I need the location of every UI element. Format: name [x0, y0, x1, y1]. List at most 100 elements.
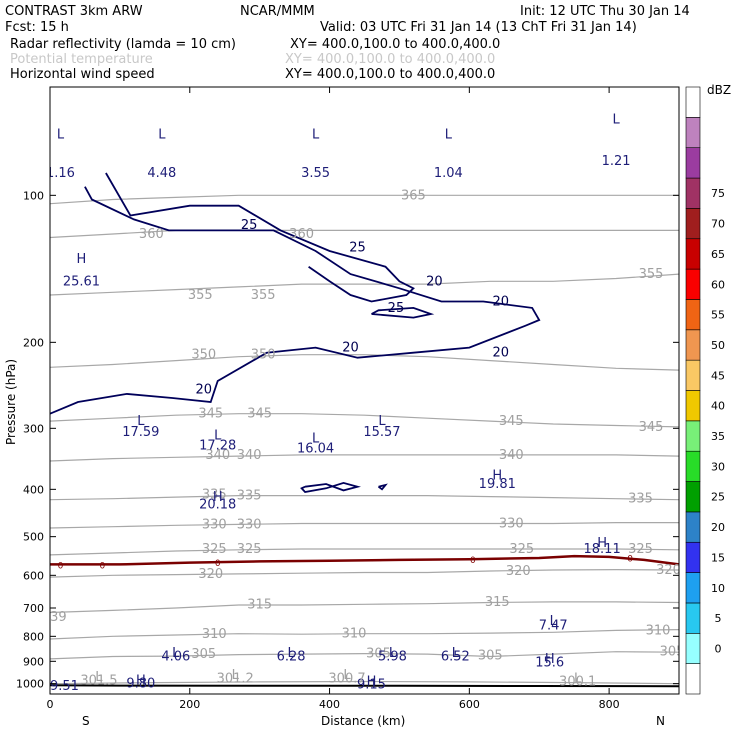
y-tick-label: 700 — [23, 602, 44, 615]
org-title: NCAR/MMM — [240, 4, 315, 19]
x-axis-label: Distance (km) — [321, 714, 405, 728]
theta-extremum-value: 300.7 — [328, 671, 365, 686]
wind-label: 25 — [388, 301, 405, 316]
theta-label: 305 — [660, 645, 685, 660]
colorbar-swatch — [685, 299, 701, 331]
theta-label: 315 — [485, 595, 510, 610]
south-label: S — [82, 714, 90, 728]
zero-label: 0 — [215, 559, 221, 569]
wind-extremum-value: 6.28 — [277, 650, 306, 665]
wind-extremum-value: 1.21 — [602, 154, 631, 169]
theta-contours — [50, 194, 679, 685]
wind-extremum-type: H — [597, 536, 607, 551]
wind-extremum-type: H — [77, 252, 87, 267]
colorbar-label: 55 — [711, 309, 725, 322]
colorbar-swatch — [685, 602, 701, 634]
theta-label: 39 — [50, 610, 67, 625]
wind-extremum-value: 15.57 — [363, 425, 400, 440]
colorbar-label: 0 — [715, 642, 722, 655]
theta-extremum-type: L — [574, 671, 582, 686]
wind-extremum-value: 17.28 — [199, 438, 236, 453]
wind-extremum-value: 18.11 — [584, 542, 621, 557]
theta-label: 355 — [251, 288, 276, 303]
colorbar-label: 5 — [715, 612, 722, 625]
colorbar-swatch — [685, 208, 701, 240]
wind-label: 25 — [349, 241, 366, 256]
theta-label: 305 — [478, 648, 503, 663]
theta-contour-330 — [50, 522, 679, 529]
theta-label: 345 — [247, 407, 272, 422]
field-2-name: Potential temperature — [10, 52, 153, 67]
colorbar-label: 45 — [711, 369, 725, 382]
theta-label: 320 — [656, 563, 681, 578]
colorbar-swatch — [685, 86, 701, 118]
colorbar-label: 75 — [711, 187, 725, 200]
wind-contour-25 — [105, 172, 415, 303]
theta-extremum-type: L — [343, 668, 351, 683]
theta-contour-360 — [50, 229, 679, 239]
field-1-xy: XY= 400.0,100.0 to 400.0,400.0 — [290, 37, 500, 52]
wind-extremum-type: L — [378, 414, 386, 429]
theta-label: 330 — [237, 517, 262, 532]
theta-contour-365 — [50, 194, 679, 205]
theta-label: 350 — [191, 348, 216, 363]
zero-label: 0 — [627, 555, 633, 565]
theta-extremum-value: 301.2 — [217, 671, 254, 686]
init-time: Init: 12 UTC Thu 30 Jan 14 — [520, 4, 690, 19]
terrain-surface — [50, 684, 679, 688]
theta-label: 310 — [646, 623, 671, 638]
wind-extremum-type: L — [137, 414, 145, 429]
colorbar-unit: dBZ — [707, 83, 731, 97]
y-tick-label: 200 — [23, 336, 44, 349]
y-tick-label: 500 — [23, 531, 44, 544]
wind-extremum-value: 5.98 — [378, 650, 407, 665]
theta-label: 305 — [366, 647, 391, 662]
colorbar-label: 70 — [711, 218, 725, 231]
y-axis-label: Pressure (hPa) — [4, 359, 18, 445]
x-tick-label: 400 — [319, 698, 340, 711]
colorbar-swatch — [685, 268, 701, 300]
colorbar-swatch — [685, 541, 701, 573]
theta-contour-300 — [50, 680, 679, 685]
theta-label: 340 — [205, 448, 230, 463]
theta-contour-345 — [50, 413, 679, 428]
plot-frame — [49, 86, 680, 695]
theta-label: 310 — [342, 627, 367, 642]
theta-label: 365 — [401, 188, 426, 203]
field-3-name: Horizontal wind speed — [10, 67, 155, 82]
theta-label: 325 — [509, 542, 534, 557]
theta-extremum-value: 301.5 — [80, 673, 117, 688]
y-tick-label: 100 — [23, 189, 44, 202]
valid-time: Valid: 03 UTC Fri 31 Jan 14 (13 ChT Fri … — [320, 20, 637, 35]
colorbar-label: 25 — [711, 491, 725, 504]
colorbar-label: 10 — [711, 582, 725, 595]
terrain-line — [50, 684, 679, 688]
wind-extremum-type: L — [550, 614, 558, 629]
wind-extremum-type: L — [452, 646, 460, 661]
wind-extremum-value: 9.80 — [126, 677, 155, 692]
wind-extremum-type: L — [172, 646, 180, 661]
theta-label: 360 — [139, 227, 164, 242]
colorbar-swatch — [685, 632, 701, 664]
theta-label: 310 — [202, 627, 227, 642]
theta-contour-310 — [50, 629, 679, 640]
theta-label: 330 — [202, 517, 227, 532]
wind-extremum-type: H — [545, 652, 555, 667]
theta-label: 345 — [639, 420, 664, 435]
x-tick-label: 600 — [459, 698, 480, 711]
wind-extremum-type: L — [287, 646, 295, 661]
wind-label: 20 — [342, 341, 359, 356]
wind-extremum-value: 16.04 — [297, 442, 334, 457]
theta-label: 315 — [247, 597, 272, 612]
colorbar-label: 50 — [711, 339, 725, 352]
wind-extremum-value: 6.52 — [441, 650, 470, 665]
wind-extremum-value: 3.55 — [301, 166, 330, 181]
theta-label: 305 — [191, 647, 216, 662]
theta-contour-335 — [50, 495, 679, 501]
colorbar-label: 40 — [711, 400, 725, 413]
zero-label: 0 — [470, 556, 476, 566]
wind-extremum-value: 4.48 — [147, 166, 176, 181]
y-tick-label: 600 — [23, 569, 44, 582]
colorbar-label: 60 — [711, 278, 725, 291]
wind-extremum-type: H — [492, 469, 502, 484]
